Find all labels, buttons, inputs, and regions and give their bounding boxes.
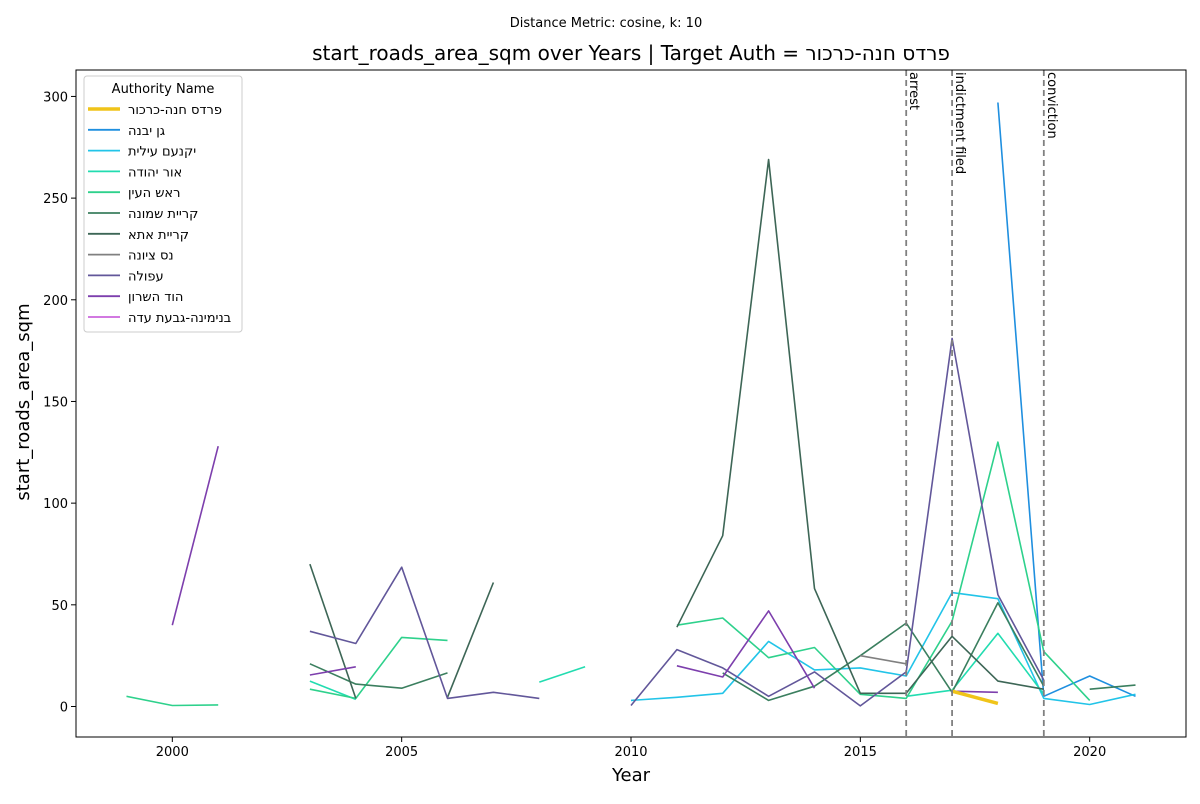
legend-label-7: נס ציונה bbox=[128, 249, 174, 264]
event-label-1: indictment filed bbox=[952, 72, 967, 174]
legend: Authority Name פרדס חנה-כרכור גן יבנה יקנע… bbox=[83, 75, 243, 333]
x-axis-label: Year bbox=[611, 765, 651, 786]
legend-label-8: עפולה bbox=[128, 269, 164, 284]
series-line-5-2 bbox=[1089, 684, 1136, 690]
series-line-0-0 bbox=[951, 689, 999, 706]
legend-label-1: גן יבנה bbox=[128, 124, 165, 139]
series-line-1-0 bbox=[997, 102, 1136, 698]
series-line-5-1 bbox=[722, 601, 1045, 702]
series-line-8-1 bbox=[630, 337, 1045, 707]
series-line-5-0 bbox=[309, 663, 448, 690]
chart-title: start_roads_area_sqm over Years | Target… bbox=[312, 41, 950, 65]
legend-label-9: הוד השרון bbox=[128, 290, 183, 305]
series-line-4-0 bbox=[126, 695, 219, 707]
series-line-9-1 bbox=[309, 666, 356, 676]
series-line-4-1 bbox=[309, 636, 448, 700]
series-line-8-0 bbox=[309, 566, 540, 700]
chart-suptitle: Distance Metric: cosine, k: 10 bbox=[510, 16, 702, 31]
series-line-3-1 bbox=[539, 666, 586, 683]
event-label-2: conviction bbox=[1044, 72, 1059, 139]
series-line-3-2 bbox=[906, 632, 1045, 698]
y-tick-label-0: 0 bbox=[60, 700, 68, 715]
event-label-0: arrest bbox=[906, 72, 921, 110]
series-line-7-0 bbox=[860, 654, 907, 665]
legend-label-6: קריית אתא bbox=[128, 228, 189, 243]
x-tick-label-1: 2005 bbox=[385, 745, 418, 760]
y-tick-label-1: 50 bbox=[51, 599, 68, 614]
legend-frame bbox=[83, 75, 243, 333]
series-line-2-0 bbox=[630, 591, 1136, 706]
x-tick-label-2: 2010 bbox=[614, 745, 647, 760]
y-axis-label: start_roads_area_sqm bbox=[13, 303, 34, 500]
y-tick-label-2: 100 bbox=[43, 497, 68, 512]
y-tick-label-4: 200 bbox=[43, 294, 68, 309]
legend-label-0: פרדס חנה-כרכור bbox=[128, 103, 222, 118]
legend-label-2: יקנעם עילית bbox=[128, 145, 196, 160]
x-tick-label-3: 2015 bbox=[844, 745, 877, 760]
series-line-6-2 bbox=[676, 158, 1044, 695]
y-tick-label-5: 250 bbox=[43, 192, 68, 207]
x-tick-label-4: 2020 bbox=[1073, 745, 1106, 760]
series-line-6-0 bbox=[309, 563, 357, 699]
series-line-6-1 bbox=[446, 582, 495, 698]
series-line-9-2 bbox=[676, 610, 816, 689]
legend-label-4: ראש העין bbox=[128, 186, 180, 201]
x-tick-label-0: 2000 bbox=[156, 745, 189, 760]
series-line-9-3 bbox=[952, 690, 998, 694]
legend-title: Authority Name bbox=[112, 82, 215, 97]
y-tick-label-3: 150 bbox=[43, 395, 68, 410]
series-line-9-0 bbox=[171, 446, 219, 626]
legend-label-5: קריית שמונה bbox=[128, 207, 198, 222]
series-line-4-2 bbox=[676, 441, 1091, 701]
legend-label-3: אור יהודה bbox=[128, 165, 182, 180]
y-tick-label-6: 300 bbox=[43, 90, 68, 105]
legend-label-10: בנימינה-גבעת עדה bbox=[128, 311, 231, 326]
